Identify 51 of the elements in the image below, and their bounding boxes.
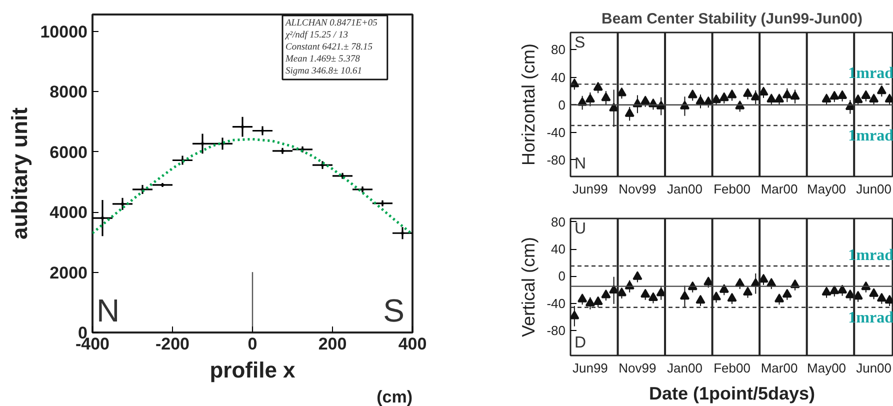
y-tick-label: -40 (546, 296, 566, 311)
y-tick-label: 0 (558, 268, 566, 284)
x-tick-label: Feb00 (714, 360, 750, 376)
annotation: χ²/ndf 15.25 / 13 (284, 30, 348, 40)
x-tick-label: Nov99 (618, 182, 656, 196)
x-tick-label: Jan00 (667, 182, 702, 196)
y-tick-label: 80 (551, 42, 566, 58)
x-tick-label: Nov99 (618, 360, 656, 376)
annotation: N (574, 156, 586, 172)
y-tick-label: 40 (551, 242, 566, 257)
x-tick-label: Feb00 (714, 182, 750, 196)
x-tick-label: May00 (807, 182, 846, 196)
x-tick-label: Jan00 (667, 360, 702, 376)
y-tick-label: 40 (551, 70, 566, 85)
x-tick-label: Jun00 (856, 360, 892, 376)
x-tick-label: Mar00 (760, 360, 798, 376)
y-axis-title: aubitary unit (7, 106, 32, 240)
y-tick-label: 80 (551, 214, 566, 230)
x-tick-label: May00 (807, 360, 846, 376)
y-tick-label: 6000 (50, 142, 88, 162)
annotation: ALLCHAN 0.8471E+05 (284, 18, 378, 28)
chart-title: Beam Center Stability (Jun99-Jun00) (602, 10, 862, 28)
x-axis-title: profile x (210, 358, 296, 382)
y-tick-label: 2000 (50, 263, 88, 282)
text: (cm) (376, 388, 413, 406)
x-axis-title: Date (1point/5days) (648, 384, 816, 404)
x-tick-label: 0 (248, 334, 258, 354)
annotation: Sigma 346.8± 10.61 (286, 66, 362, 76)
y-axis-title: Horizontal (cm) (518, 43, 539, 166)
y-tick-label: 8000 (50, 82, 88, 102)
y-tick-label: 4000 (50, 203, 88, 222)
y-tick-label: -40 (546, 124, 566, 140)
x-tick-label: Jun99 (572, 182, 608, 196)
annotation: N (96, 292, 120, 328)
annotation: D (574, 334, 586, 352)
y-axis-title: Vertical (cm) (518, 236, 539, 338)
y-tick-label: 0 (558, 97, 566, 112)
x-tick-label: 200 (318, 334, 347, 354)
x-tick-label: 400 (398, 334, 427, 354)
x-tick-label: Jun00 (856, 182, 892, 196)
annotation: S (574, 34, 586, 52)
annotation: Mean 1.469± 5.378 (284, 54, 360, 64)
x-tick-label: Jun99 (572, 360, 608, 376)
y-tick-label: -80 (546, 152, 566, 168)
x-tick-label: Mar00 (760, 182, 798, 196)
x-tick-label: -200 (155, 334, 190, 354)
annotation: Constant 6421.± 78.15 (286, 42, 373, 52)
annotation: U (574, 220, 586, 238)
y-tick-label: 10000 (40, 22, 88, 42)
y-tick-label: -80 (546, 322, 566, 338)
annotation: S (383, 292, 404, 328)
